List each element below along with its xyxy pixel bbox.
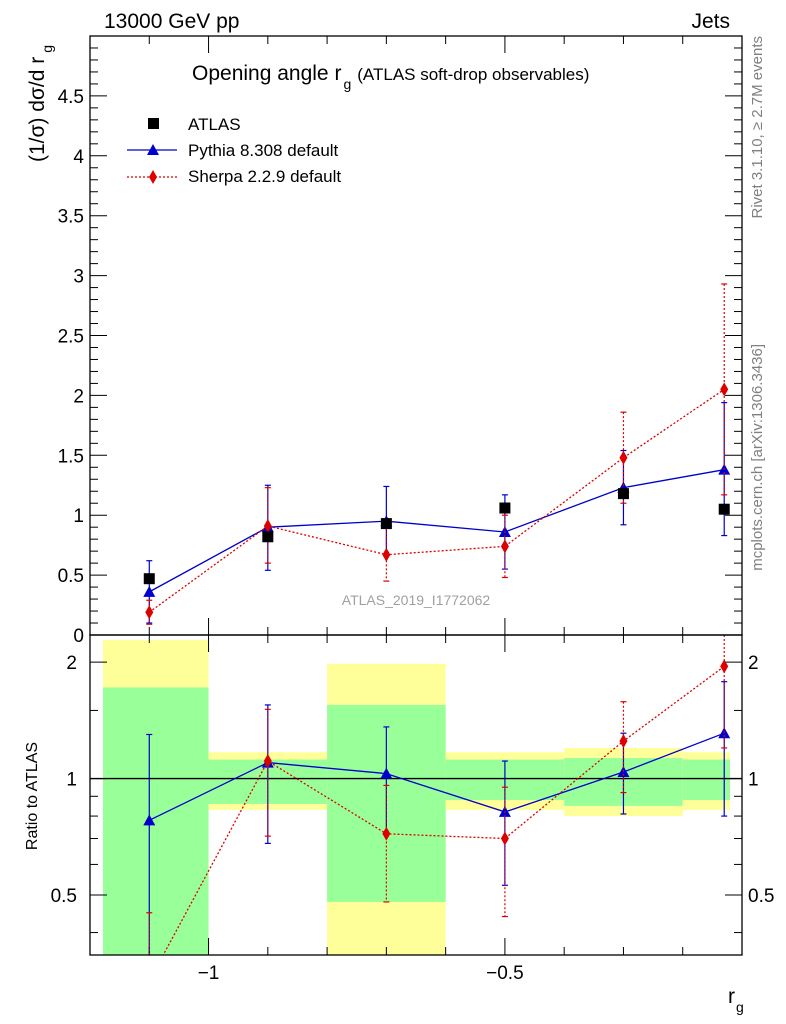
sherpa-main-point [500,539,509,554]
sherpa-ratio-point [720,659,729,674]
legend: ATLAS Pythia 8.308 default Sherpa 2.2.9 … [127,115,341,186]
ratio-panel-series [143,635,731,955]
x-axis-title-sub: g [736,999,744,1015]
axes: 0 0.5 1 1.5 2 2.5 3 3.5 4 4.5 0.5 0.5 1 1 2 2 −1 −0.5 [51,36,774,984]
pythia-main-point [143,585,156,597]
ratio-inner-band [682,759,730,801]
x-axis-title: rg [728,985,744,1015]
atlas-data-point [143,573,155,585]
main-panel-series [143,283,731,625]
ratio-y-axis-title: Ratio to ATLAS [24,742,41,850]
chart-title-sub: g [343,76,351,92]
legend-entry-pythia: Pythia 8.308 default [127,141,339,160]
y-tick-label: 1 [73,506,84,527]
y-tick-label: 4.5 [58,87,84,108]
ratio-tick-label-right: 0.5 [748,886,774,907]
rivet-info-label: Rivet 3.1.10, ≥ 2.7M events [749,36,766,219]
header-energy-label: 13000 GeV pp [104,10,239,33]
x-axis-title-main: r [728,985,735,1008]
legend-marker-pythia [147,144,159,155]
main-y-axis-title-main: (1/σ) dσ/d r [26,57,49,162]
pythia-ratio-point [380,767,393,779]
legend-label-atlas: ATLAS [188,115,241,134]
pythia-ratio-line [148,732,725,821]
legend-entry-sherpa: Sherpa 2.2.9 default [127,167,341,186]
atlas-data-point [718,503,730,515]
analysis-watermark: ATLAS_2019_I1772062 [342,592,491,608]
legend-marker-atlas [148,118,159,129]
y-tick-label: 2.5 [58,327,84,348]
ratio-tick-label-right: 1 [748,770,759,791]
atlas-data-point [380,518,392,530]
y-tick-label: 3.5 [58,207,84,228]
chart-title-main: Opening angle r [192,62,341,85]
main-y-axis-title: (1/σ) dσ/d r g [26,45,55,162]
ratio-tick-label-left: 0.5 [51,886,77,907]
atlas-data-point [617,488,629,500]
sherpa-main-point [145,605,154,620]
y-tick-label: 0 [73,626,84,647]
atlas-data-point [499,502,511,514]
pythia-main-line [148,469,725,593]
chart-title: Opening angle r g (ATLAS soft-drop observa… [192,62,589,92]
plot-frames [89,35,743,956]
main-y-axis-title-sub: g [39,45,55,53]
sherpa-ratio-line [162,665,725,955]
sherpa-main-point [720,382,729,397]
ratio-inner-band [103,687,209,955]
ratio-tick-label-left: 1 [66,770,77,791]
sherpa-main-line [148,388,725,613]
y-tick-label: 1.5 [58,446,84,467]
y-tick-label: 2 [73,386,84,407]
ratio-panel-frame [89,634,743,956]
sherpa-ratio-point [263,754,272,769]
sherpa-main-point [263,518,272,533]
atlas-data-point [262,531,274,543]
x-tick-label: −0.5 [486,963,524,984]
legend-label-pythia: Pythia 8.308 default [188,141,339,160]
sherpa-ratio-point [382,826,391,841]
x-tick-label: −1 [198,963,220,984]
sherpa-main-point [382,547,391,562]
mcplots-info-label: mcplots.cern.ch [arXiv:1306.3436] [749,344,766,571]
chart-title-note: (ATLAS soft-drop observables) [357,65,589,84]
pythia-ratio-point [143,814,156,826]
y-tick-label: 4 [73,147,84,168]
ratio-tick-label-left: 2 [66,653,77,674]
legend-marker-sherpa [149,170,157,184]
y-tick-label: 3 [73,267,84,288]
legend-entry-atlas: ATLAS [148,115,241,134]
sherpa-ratio-point [500,831,509,846]
sherpa-main-point [619,450,628,465]
ratio-tick-label-right: 2 [748,653,759,674]
legend-label-sherpa: Sherpa 2.2.9 default [188,167,341,186]
sherpa-ratio-point [619,734,628,749]
y-tick-label: 0.5 [58,566,84,587]
header-process-label: Jets [691,10,730,33]
